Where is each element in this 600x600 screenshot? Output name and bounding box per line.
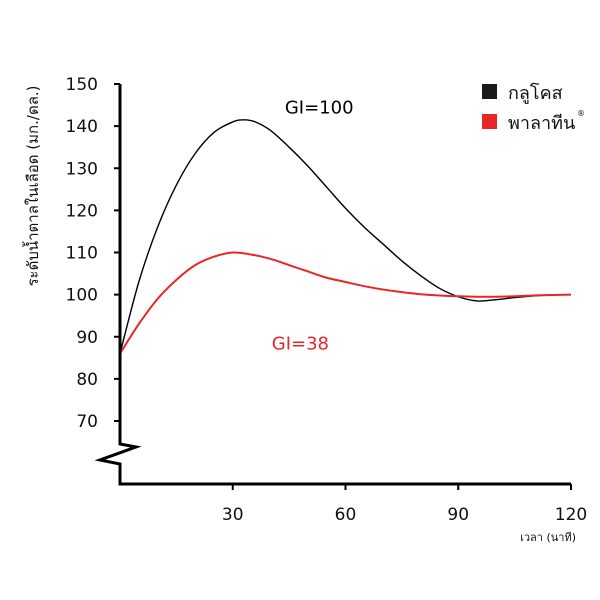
series-layer [119,119,572,355]
x-tick-label: 60 [335,505,357,525]
y-tick-label: 130 [66,159,98,179]
y-tick-label: 110 [66,244,98,264]
axes [94,84,571,486]
y-axis-title: ระดับน้ำตาลในเลือด (มก./ดล.) [22,85,42,286]
annotations: GI=100 GI=38 [272,97,354,354]
y-tick-label: 100 [66,286,98,306]
axis-lines-with-break [94,84,571,486]
registered-mark: ® [577,109,585,118]
legend-swatch-palatinose [482,114,497,129]
y-tick-label: 120 [66,201,98,221]
x-axis-ticks: 30 60 90 120 [222,484,587,525]
legend: กลูโคส พาลาทีน ® [482,82,585,134]
y-axis-ticks: 70 80 90 100 110 120 130 140 150 [66,75,120,432]
series-line-glucose [119,119,572,354]
x-tick-label: 90 [447,505,469,525]
y-tick-label: 80 [76,370,98,390]
legend-swatch-glucose [482,84,497,99]
series-line-palatinose [119,251,572,355]
legend-label-glucose: กลูโคส [508,82,563,104]
annotation-label: GI=38 [272,333,329,354]
x-tick-label: 30 [222,505,244,525]
y-tick-label: 90 [76,328,98,348]
annotation-label: GI=100 [285,97,354,118]
y-tick-label: 70 [76,412,98,432]
legend-label-palatinose: พาลาทีน [508,113,575,134]
x-axis-title: เวลา (นาที) [520,531,576,544]
y-tick-label: 150 [66,75,98,95]
x-tick-label: 120 [555,505,587,525]
y-tick-label: 140 [66,117,98,137]
